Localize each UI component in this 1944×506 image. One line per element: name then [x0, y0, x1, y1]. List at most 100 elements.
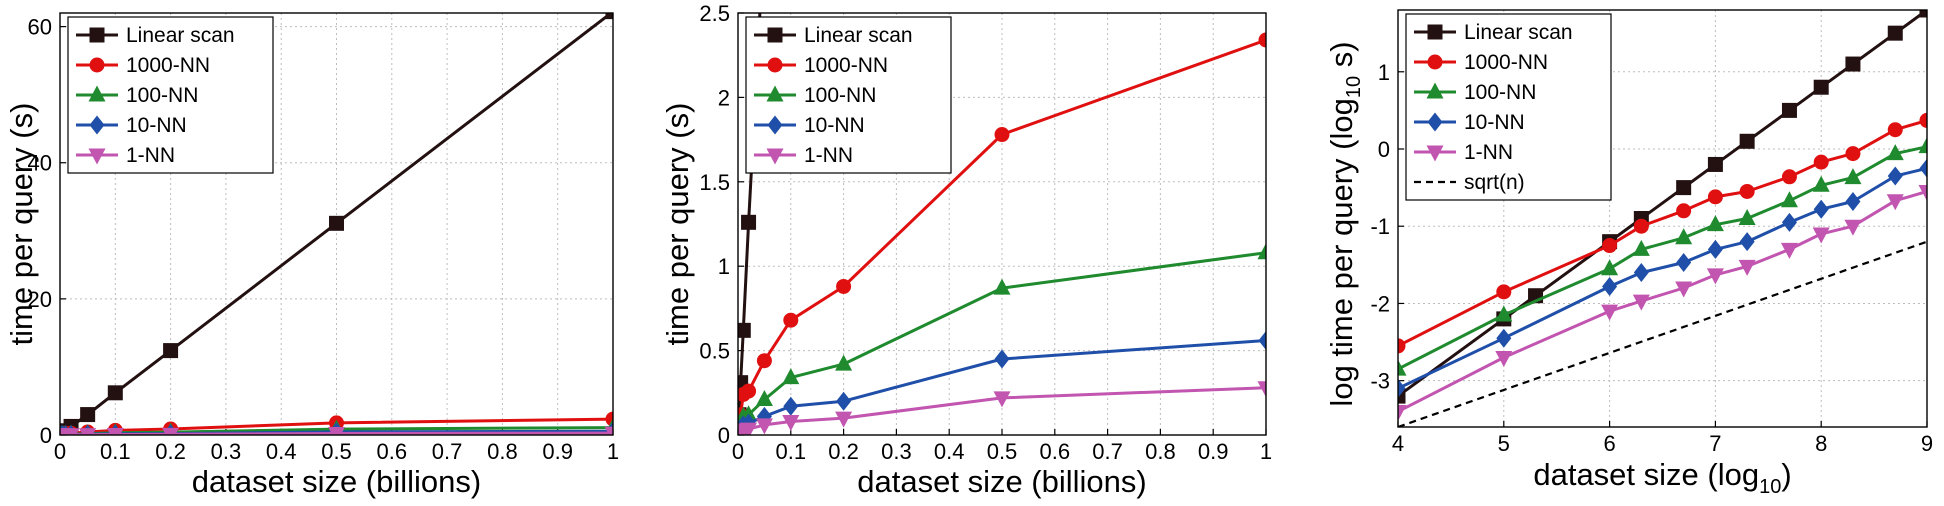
x-axis-label-main: dataset size (billions)	[857, 464, 1146, 499]
x-tick-label: 0.4	[934, 439, 965, 464]
data-point-1-nn	[1738, 259, 1756, 276]
data-point-1-nn	[993, 391, 1011, 408]
y-axis-label-main: time per query (s)	[660, 103, 695, 346]
legend-label: Linear scan	[126, 24, 235, 47]
data-point-1000-nn	[1602, 238, 1618, 254]
legend-label: 10-NN	[126, 114, 187, 137]
data-point-100-nn	[835, 354, 853, 371]
x-tick-label: 0.4	[266, 439, 297, 464]
series-group	[1398, 10, 1927, 427]
data-point-1-nn	[1632, 294, 1650, 311]
data-point-1-nn	[1886, 194, 1904, 211]
y-tick-label: 1.5	[699, 170, 730, 195]
data-point-1000-nn	[1887, 122, 1903, 138]
legend-swatch-marker	[1427, 54, 1443, 70]
data-point-100-nn	[1495, 305, 1513, 322]
x-tick-label: 0.1	[100, 439, 131, 464]
x-axis-label-main: dataset size (billions)	[192, 464, 481, 499]
x-axis-label: dataset size (billions)	[192, 464, 481, 499]
y-axis-label-subscript: 10	[1343, 76, 1365, 98]
data-point-10-nn	[1676, 253, 1692, 273]
x-tick-label: 0.3	[881, 439, 912, 464]
x-tick-label: 6	[1603, 431, 1615, 456]
data-point-1000-nn	[756, 353, 772, 369]
y-tick-label: 60	[28, 15, 52, 40]
y-axis-label-main: time per query (s)	[4, 103, 39, 346]
x-tick-label: 0	[732, 439, 744, 464]
x-tick-label: 9	[1921, 431, 1933, 456]
legend-label: Linear scan	[804, 24, 913, 47]
legend-swatch-marker	[767, 27, 783, 43]
data-point-1000-nn	[1676, 203, 1692, 219]
data-point-1000-nn	[1707, 189, 1723, 205]
axes-frame	[1397, 9, 1928, 428]
data-point-10-nn	[1813, 199, 1829, 219]
data-point-linear-scan	[738, 322, 751, 338]
y-tick-label: 2	[718, 85, 730, 110]
legend-swatch-marker	[767, 57, 783, 73]
data-point-100-nn	[1398, 359, 1407, 376]
data-point-linear-scan	[1707, 156, 1723, 172]
data-point-100-nn	[1918, 137, 1927, 154]
data-point-100-nn	[755, 390, 773, 407]
x-tick-label: 1	[607, 439, 619, 464]
legend-label: 100-NN	[1464, 81, 1536, 104]
x-tick-label: 0.8	[487, 439, 518, 464]
data-point-1000-nn	[1919, 112, 1927, 128]
legend-swatch-marker	[766, 85, 784, 102]
data-point-100-nn	[782, 368, 800, 385]
data-point-1000-nn	[1813, 154, 1829, 170]
x-tick-label: 0.2	[828, 439, 859, 464]
data-point-100-nn	[1632, 239, 1650, 256]
data-point-linear-scan	[1739, 133, 1755, 149]
data-point-100-nn	[1812, 175, 1830, 192]
series-line-sqrt-n	[1398, 240, 1927, 427]
series-line-1000-nn	[1398, 118, 1927, 348]
data-point-linear-scan	[1813, 79, 1829, 95]
y-axis-label-tail: s)	[1324, 41, 1359, 75]
data-point-linear-scan	[107, 385, 123, 401]
data-point-1-nn	[755, 418, 773, 435]
data-point-1-nn	[1780, 242, 1798, 259]
x-tick-label: 0.3	[211, 439, 242, 464]
data-point-1-nn	[1398, 405, 1407, 422]
x-tick-label: 8	[1815, 431, 1827, 456]
data-point-100-nn	[1601, 259, 1619, 276]
data-point-10-nn	[1496, 328, 1512, 348]
x-tick-label: 1	[1260, 439, 1272, 464]
data-point-1-nn	[1918, 184, 1927, 201]
data-point-10-nn	[1845, 192, 1861, 212]
x-tick-label: 0.6	[1040, 439, 1071, 464]
data-point-10-nn	[1602, 276, 1618, 296]
data-point-10-nn	[1707, 239, 1723, 259]
legend-label: sqrt(n)	[1464, 171, 1525, 194]
legend-swatch-marker	[1427, 112, 1443, 132]
x-axis-label: dataset size (log10)	[1533, 457, 1791, 498]
data-point-linear-scan	[738, 375, 749, 391]
legend: Linear scan 1000-NN 100-NN 10-NN 1-NN	[67, 16, 274, 174]
legend-label: 1000-NN	[1464, 51, 1548, 74]
data-point-1-nn	[62, 428, 80, 435]
data-point-100-nn	[1257, 243, 1266, 260]
y-axis-label: time per query (s)	[660, 103, 695, 346]
data-point-linear-scan	[329, 215, 344, 231]
data-point-1000-nn	[741, 383, 757, 399]
data-point-100-nn	[1675, 228, 1693, 245]
legend-label: 100-NN	[804, 84, 876, 107]
data-point-10-nn	[1919, 158, 1927, 178]
data-point-10-nn	[1739, 232, 1755, 252]
data-point-linear-scan	[1919, 10, 1927, 18]
data-point-1000-nn	[783, 312, 799, 328]
x-tick-label: 0	[54, 439, 66, 464]
x-tick-label: 0.7	[1092, 439, 1123, 464]
data-point-100-nn	[1844, 168, 1862, 185]
data-point-1000-nn	[1781, 169, 1797, 185]
data-point-linear-scan	[1845, 56, 1861, 72]
data-point-100-nn	[993, 278, 1011, 295]
legend: Linear scan 1000-NN 100-NN 10-NN 1-NN sqrt(n)	[1405, 13, 1612, 201]
legend-swatch-marker	[766, 148, 784, 165]
data-point-linear-scan	[605, 13, 613, 20]
y-tick-label: 0	[718, 423, 730, 448]
series-line-10-nn	[1398, 166, 1927, 390]
